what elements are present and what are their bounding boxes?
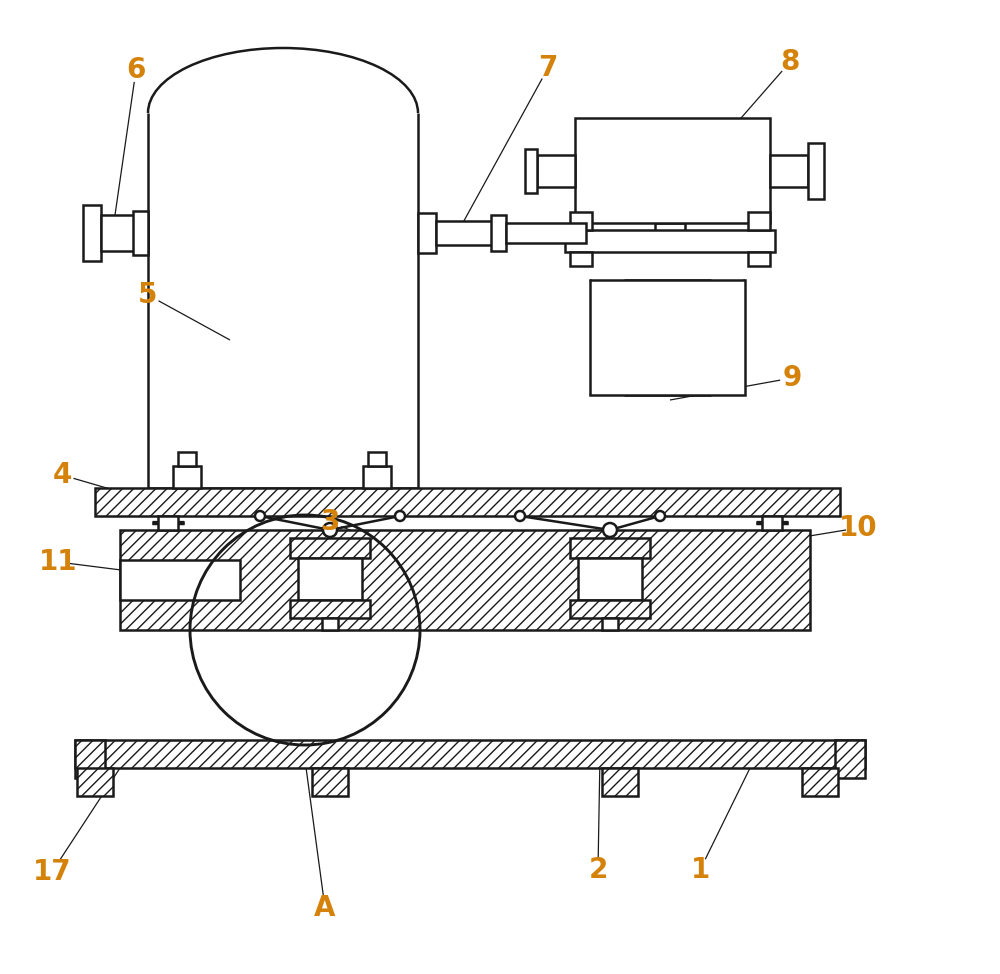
Bar xyxy=(770,155,808,186)
Bar xyxy=(120,560,240,600)
Bar xyxy=(575,118,770,223)
Bar xyxy=(312,768,348,796)
Bar xyxy=(101,215,148,251)
Bar xyxy=(602,768,638,796)
Bar xyxy=(75,740,865,768)
Bar xyxy=(120,530,810,630)
Circle shape xyxy=(655,511,665,521)
Bar xyxy=(570,600,650,618)
Bar xyxy=(418,213,436,253)
Bar xyxy=(491,215,506,251)
Bar xyxy=(808,142,824,199)
Text: 3: 3 xyxy=(320,508,340,536)
Bar xyxy=(578,558,642,600)
Bar xyxy=(298,558,362,600)
Bar xyxy=(570,538,650,558)
Bar xyxy=(602,618,618,630)
Bar xyxy=(75,740,105,778)
Bar xyxy=(565,230,775,252)
Bar xyxy=(570,252,592,266)
Bar xyxy=(506,223,586,243)
Bar xyxy=(173,466,201,488)
Bar xyxy=(835,740,865,778)
Bar xyxy=(762,516,782,530)
Text: 1: 1 xyxy=(690,856,710,884)
Text: 17: 17 xyxy=(33,858,71,886)
Text: 5: 5 xyxy=(138,281,158,309)
Text: 11: 11 xyxy=(39,548,77,576)
Text: 4: 4 xyxy=(52,461,72,489)
Circle shape xyxy=(395,511,405,521)
Bar xyxy=(368,452,386,466)
Circle shape xyxy=(515,511,525,521)
Bar xyxy=(77,768,113,796)
Bar xyxy=(802,768,838,796)
Text: 10: 10 xyxy=(839,514,877,542)
Bar xyxy=(537,155,575,186)
Text: 8: 8 xyxy=(780,48,800,76)
Text: 6: 6 xyxy=(126,56,146,84)
Bar xyxy=(83,205,101,261)
Bar xyxy=(95,488,840,516)
Text: 9: 9 xyxy=(782,364,802,392)
Text: 2: 2 xyxy=(588,856,608,884)
Bar xyxy=(290,538,370,558)
Circle shape xyxy=(255,511,265,521)
Text: 7: 7 xyxy=(538,54,558,82)
Bar xyxy=(130,568,225,592)
Bar xyxy=(748,252,770,266)
Bar xyxy=(570,212,592,230)
Bar xyxy=(590,280,745,395)
Circle shape xyxy=(603,523,617,537)
Bar xyxy=(158,516,178,530)
Circle shape xyxy=(323,523,337,537)
Bar xyxy=(363,466,391,488)
Bar xyxy=(133,211,148,255)
Bar xyxy=(322,618,338,630)
Bar xyxy=(748,212,770,230)
Bar xyxy=(525,148,537,193)
Bar xyxy=(436,221,496,245)
Bar xyxy=(290,600,370,618)
Text: A: A xyxy=(314,894,336,922)
Bar xyxy=(178,452,196,466)
